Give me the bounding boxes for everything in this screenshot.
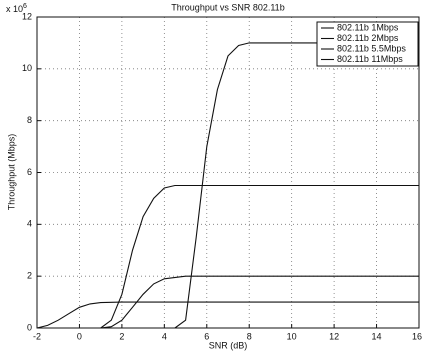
- x-tick-label: 0: [77, 331, 82, 341]
- plot-frame: [36, 16, 420, 329]
- y-tick-label: 12: [22, 11, 32, 21]
- legend-label: 802.11b 5.5Mbps: [337, 43, 406, 53]
- series-line: [100, 275, 419, 329]
- series-line: [174, 42, 419, 329]
- legend-label: 802.11b 1Mbps: [337, 22, 399, 32]
- x-tick-label: -2: [33, 331, 41, 341]
- x-tick-label: 2: [119, 331, 124, 341]
- y-multiplier-base: x 10: [6, 4, 23, 14]
- x-tick-label: 16: [412, 331, 422, 341]
- y-multiplier-exponent: 6: [23, 3, 27, 10]
- x-tick-label: 6: [204, 331, 209, 341]
- x-tick-label: 4: [162, 331, 167, 341]
- x-axis-label: SNR (dB): [209, 340, 248, 350]
- y-tick-label: 4: [27, 219, 32, 229]
- x-tick-label: 8: [247, 331, 252, 341]
- x-tick-label: 14: [372, 331, 382, 341]
- x-tick-label: 12: [329, 331, 339, 341]
- y-tick-label: 0: [27, 322, 32, 332]
- chart-title: Throughput vs SNR 802.11b: [171, 2, 284, 12]
- y-tick-label: 10: [22, 63, 32, 73]
- legend-label: 802.11b 11Mbps: [337, 54, 403, 64]
- y-tick-label: 2: [27, 271, 32, 281]
- y-multiplier: x 106: [6, 3, 27, 15]
- series-line: [36, 301, 419, 329]
- y-tick-label: 8: [27, 115, 32, 125]
- legend-box: [316, 21, 419, 67]
- y-axis-label: Throughput (Mbps): [6, 134, 16, 211]
- series-line: [100, 184, 419, 329]
- x-tick-label: 10: [287, 331, 297, 341]
- legend-label: 802.11b 2Mbps: [337, 33, 399, 43]
- y-tick-label: 6: [27, 167, 32, 177]
